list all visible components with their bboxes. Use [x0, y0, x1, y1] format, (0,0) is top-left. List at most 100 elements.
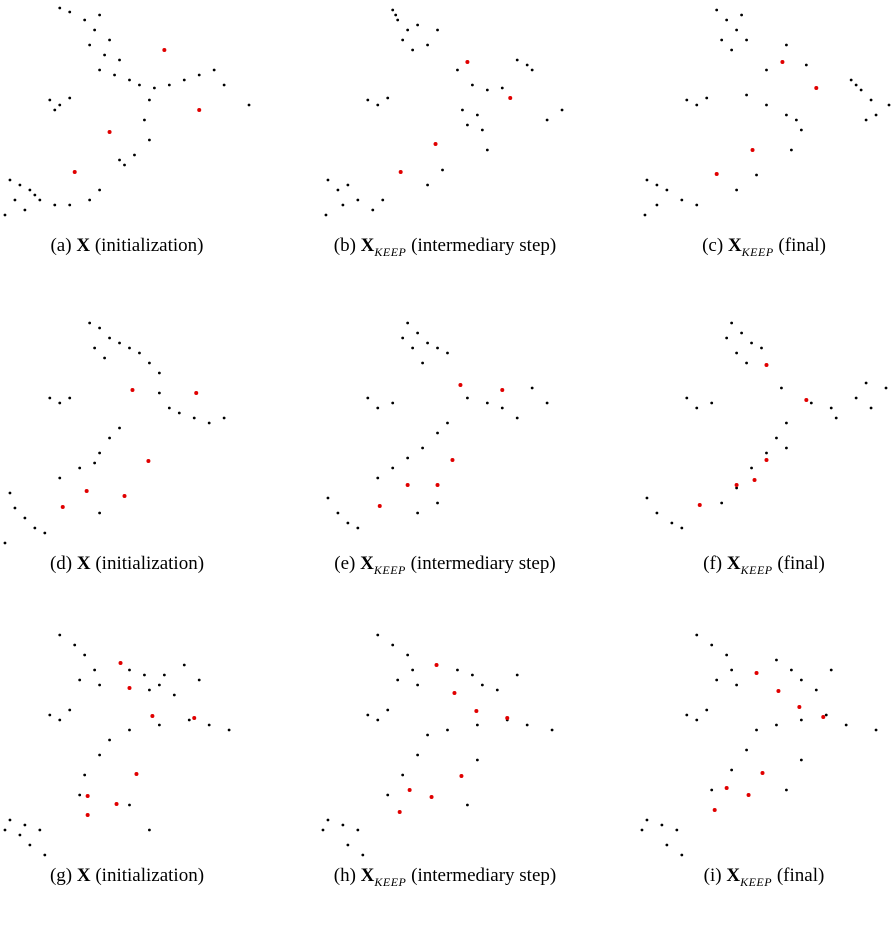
data-point: [884, 386, 888, 390]
data-point: [68, 10, 72, 14]
data-point: [530, 386, 534, 390]
data-point: [43, 531, 47, 535]
caption-label: (f): [703, 553, 723, 574]
data-point: [366, 713, 370, 717]
data-point: [844, 723, 848, 727]
data-point: [98, 68, 102, 72]
data-point: [197, 678, 201, 682]
center-point: [459, 774, 464, 778]
data-point: [8, 178, 12, 182]
data-point: [406, 653, 410, 657]
data-point: [785, 446, 788, 450]
data-point: [436, 431, 439, 435]
data-point: [735, 28, 739, 32]
data-point: [157, 371, 161, 375]
panel: (f) XKEEP (final): [637, 318, 891, 582]
data-point: [421, 361, 424, 365]
data-point: [887, 103, 891, 107]
data-point: [789, 668, 793, 672]
data-point: [426, 43, 429, 47]
center-point: [465, 60, 470, 64]
center-point: [127, 686, 132, 690]
data-point: [695, 406, 699, 410]
data-point: [874, 728, 878, 732]
data-point: [324, 213, 328, 217]
data-point: [665, 843, 669, 847]
data-point: [485, 148, 489, 152]
panel: (d) X (initialization): [0, 318, 254, 576]
center-point: [797, 705, 802, 709]
data-point: [83, 653, 87, 657]
data-point: [695, 633, 699, 637]
data-point: [411, 48, 415, 52]
data-point: [113, 73, 116, 77]
data-point: [152, 86, 156, 90]
data-point: [725, 18, 729, 22]
caption: (f) XKEEP (final): [637, 552, 891, 582]
data-point: [675, 828, 679, 832]
data-point: [485, 401, 489, 405]
data-point: [148, 98, 151, 102]
scatter-plot: [643, 8, 891, 217]
data-point: [864, 118, 868, 122]
data-point: [441, 168, 444, 172]
data-point: [705, 96, 709, 100]
data-point: [655, 511, 659, 515]
data-point: [341, 823, 345, 827]
data-point: [665, 188, 669, 192]
data-point: [23, 516, 27, 520]
caption-label: (h): [333, 865, 356, 886]
data-point: [695, 718, 699, 722]
data-point: [58, 6, 62, 10]
scatter-plot: [321, 633, 554, 857]
caption-text: (final): [777, 553, 825, 574]
data-point: [515, 673, 519, 677]
data-point: [162, 673, 166, 677]
data-point: [391, 8, 395, 12]
data-point: [725, 336, 729, 340]
scatter-plot: [3, 6, 251, 217]
data-point: [133, 153, 136, 157]
center-point: [118, 661, 123, 665]
data-point: [685, 396, 689, 400]
data-point: [705, 708, 709, 712]
data-point: [391, 401, 395, 405]
data-point: [38, 198, 42, 202]
panel: (i) XKEEP (final): [637, 630, 891, 894]
caption-symbol: X: [726, 865, 741, 886]
data-point: [406, 456, 410, 460]
data-point: [854, 396, 858, 400]
data-point: [436, 501, 439, 505]
data-point: [58, 103, 62, 107]
data-point: [814, 688, 818, 692]
data-point: [38, 828, 42, 832]
data-point: [108, 738, 111, 742]
data-point: [376, 103, 380, 107]
data-point: [446, 351, 449, 355]
data-point: [3, 213, 7, 217]
panel: (e) XKEEP (intermediary step): [318, 318, 572, 582]
caption-label: (b): [333, 235, 356, 256]
data-point: [755, 728, 758, 732]
data-point: [475, 758, 479, 762]
caption-text: (final): [776, 865, 825, 886]
caption-label: (e): [334, 553, 356, 574]
data-point: [227, 728, 231, 732]
data-point: [436, 346, 439, 350]
data-point: [785, 788, 788, 792]
data-point: [643, 213, 647, 217]
data-point: [715, 8, 719, 12]
data-point: [735, 683, 739, 687]
data-point: [336, 188, 340, 192]
data-point: [336, 511, 340, 515]
data-point: [341, 203, 345, 207]
caption-label: (g): [49, 865, 73, 886]
data-point: [58, 401, 62, 405]
data-point: [381, 198, 385, 202]
data-point: [645, 818, 649, 822]
data-point: [33, 526, 37, 530]
center-point: [114, 802, 119, 806]
data-point: [725, 653, 729, 657]
data-point: [148, 361, 151, 365]
